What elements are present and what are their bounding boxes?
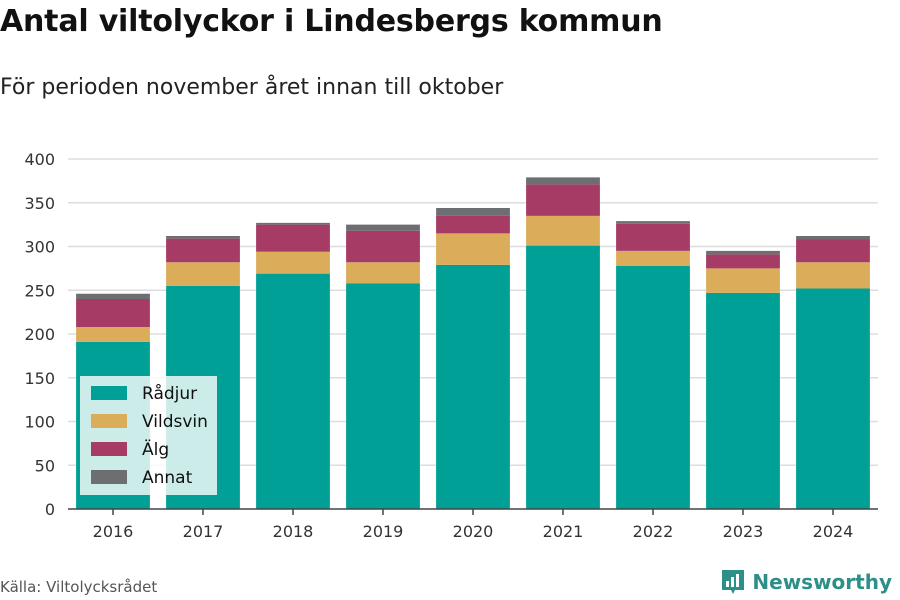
y-tick-label: 400 (24, 150, 55, 169)
bar-segment (166, 236, 240, 239)
y-tick-label: 150 (24, 369, 55, 388)
bar-segment (796, 236, 870, 240)
bar-segment (436, 215, 510, 234)
bar-segment (796, 239, 870, 263)
bar-segment (436, 264, 510, 509)
bar-segment (166, 262, 240, 286)
bar-segment (706, 250, 780, 255)
x-tick-label: 2017 (183, 522, 224, 541)
y-tick-label: 350 (24, 194, 55, 213)
bar-segment (796, 288, 870, 509)
x-tick-label: 2020 (453, 522, 494, 541)
bar-segment (166, 238, 240, 263)
x-tick-label: 2018 (273, 522, 314, 541)
y-tick-label: 0 (45, 500, 55, 519)
x-axis-tick-labels: 2016 2017 2018 2019 2020 2021 2022 2023 2024 (93, 509, 854, 541)
bar-segment (526, 245, 600, 509)
y-tick-label: 100 (24, 413, 55, 432)
bar-segment (256, 224, 330, 252)
brand-name: Newsworthy (752, 570, 892, 594)
legend: Rådjur Vildsvin Älg Annat (80, 376, 217, 495)
bar-segment (346, 230, 420, 263)
bar-segment (76, 293, 150, 299)
bar-segment (526, 215, 600, 246)
bar-segment (256, 222, 330, 225)
x-tick-label: 2021 (543, 522, 584, 541)
bar-segment (616, 221, 690, 224)
bar-segment (346, 262, 420, 284)
brand-link[interactable]: Newsworthy (720, 568, 892, 596)
newsworthy-logo-icon (722, 570, 745, 594)
bar-segment (706, 268, 780, 293)
bar-segment (616, 250, 690, 266)
bar-segment (616, 265, 690, 509)
x-tick-label: 2024 (813, 522, 854, 541)
bar-segment (526, 177, 600, 185)
chart-title: Antal viltolyckor i Lindesbergs kommun (0, 4, 663, 39)
bar-segment (256, 273, 330, 509)
y-tick-label: 200 (24, 325, 55, 344)
bar-segment (76, 327, 150, 342)
y-tick-label: 50 (35, 456, 55, 475)
legend-swatch (91, 414, 127, 428)
x-tick-label: 2023 (723, 522, 764, 541)
bar-segment (346, 224, 420, 231)
legend-swatch (91, 442, 127, 456)
bar-segment (706, 292, 780, 509)
chart-subtitle: För perioden november året innan till ok… (0, 75, 504, 100)
legend-swatch (91, 386, 127, 400)
legend-label: Vildsvin (142, 412, 208, 432)
bar-segment (526, 184, 600, 216)
y-tick-label: 300 (24, 238, 55, 257)
bar-segment (256, 251, 330, 274)
source-note: Källa: Viltolycksrådet (0, 578, 158, 596)
bar-segment (796, 262, 870, 289)
bar-segment (706, 254, 780, 269)
y-tick-label: 250 (24, 281, 55, 300)
bar-segment (346, 283, 420, 509)
y-axis-tick-labels: 0 50 100 150 200 250 300 350 400 (24, 150, 55, 519)
x-tick-label: 2016 (93, 522, 134, 541)
legend-label: Älg (142, 439, 169, 460)
bar-segment (616, 223, 690, 251)
legend-swatch (91, 470, 127, 484)
legend-label: Annat (142, 468, 193, 488)
bar-segment (436, 208, 510, 216)
x-tick-label: 2022 (633, 522, 674, 541)
x-tick-label: 2019 (363, 522, 404, 541)
bar-segment (76, 299, 150, 327)
legend-label: Rådjur (142, 383, 197, 404)
bar-segment (436, 233, 510, 265)
